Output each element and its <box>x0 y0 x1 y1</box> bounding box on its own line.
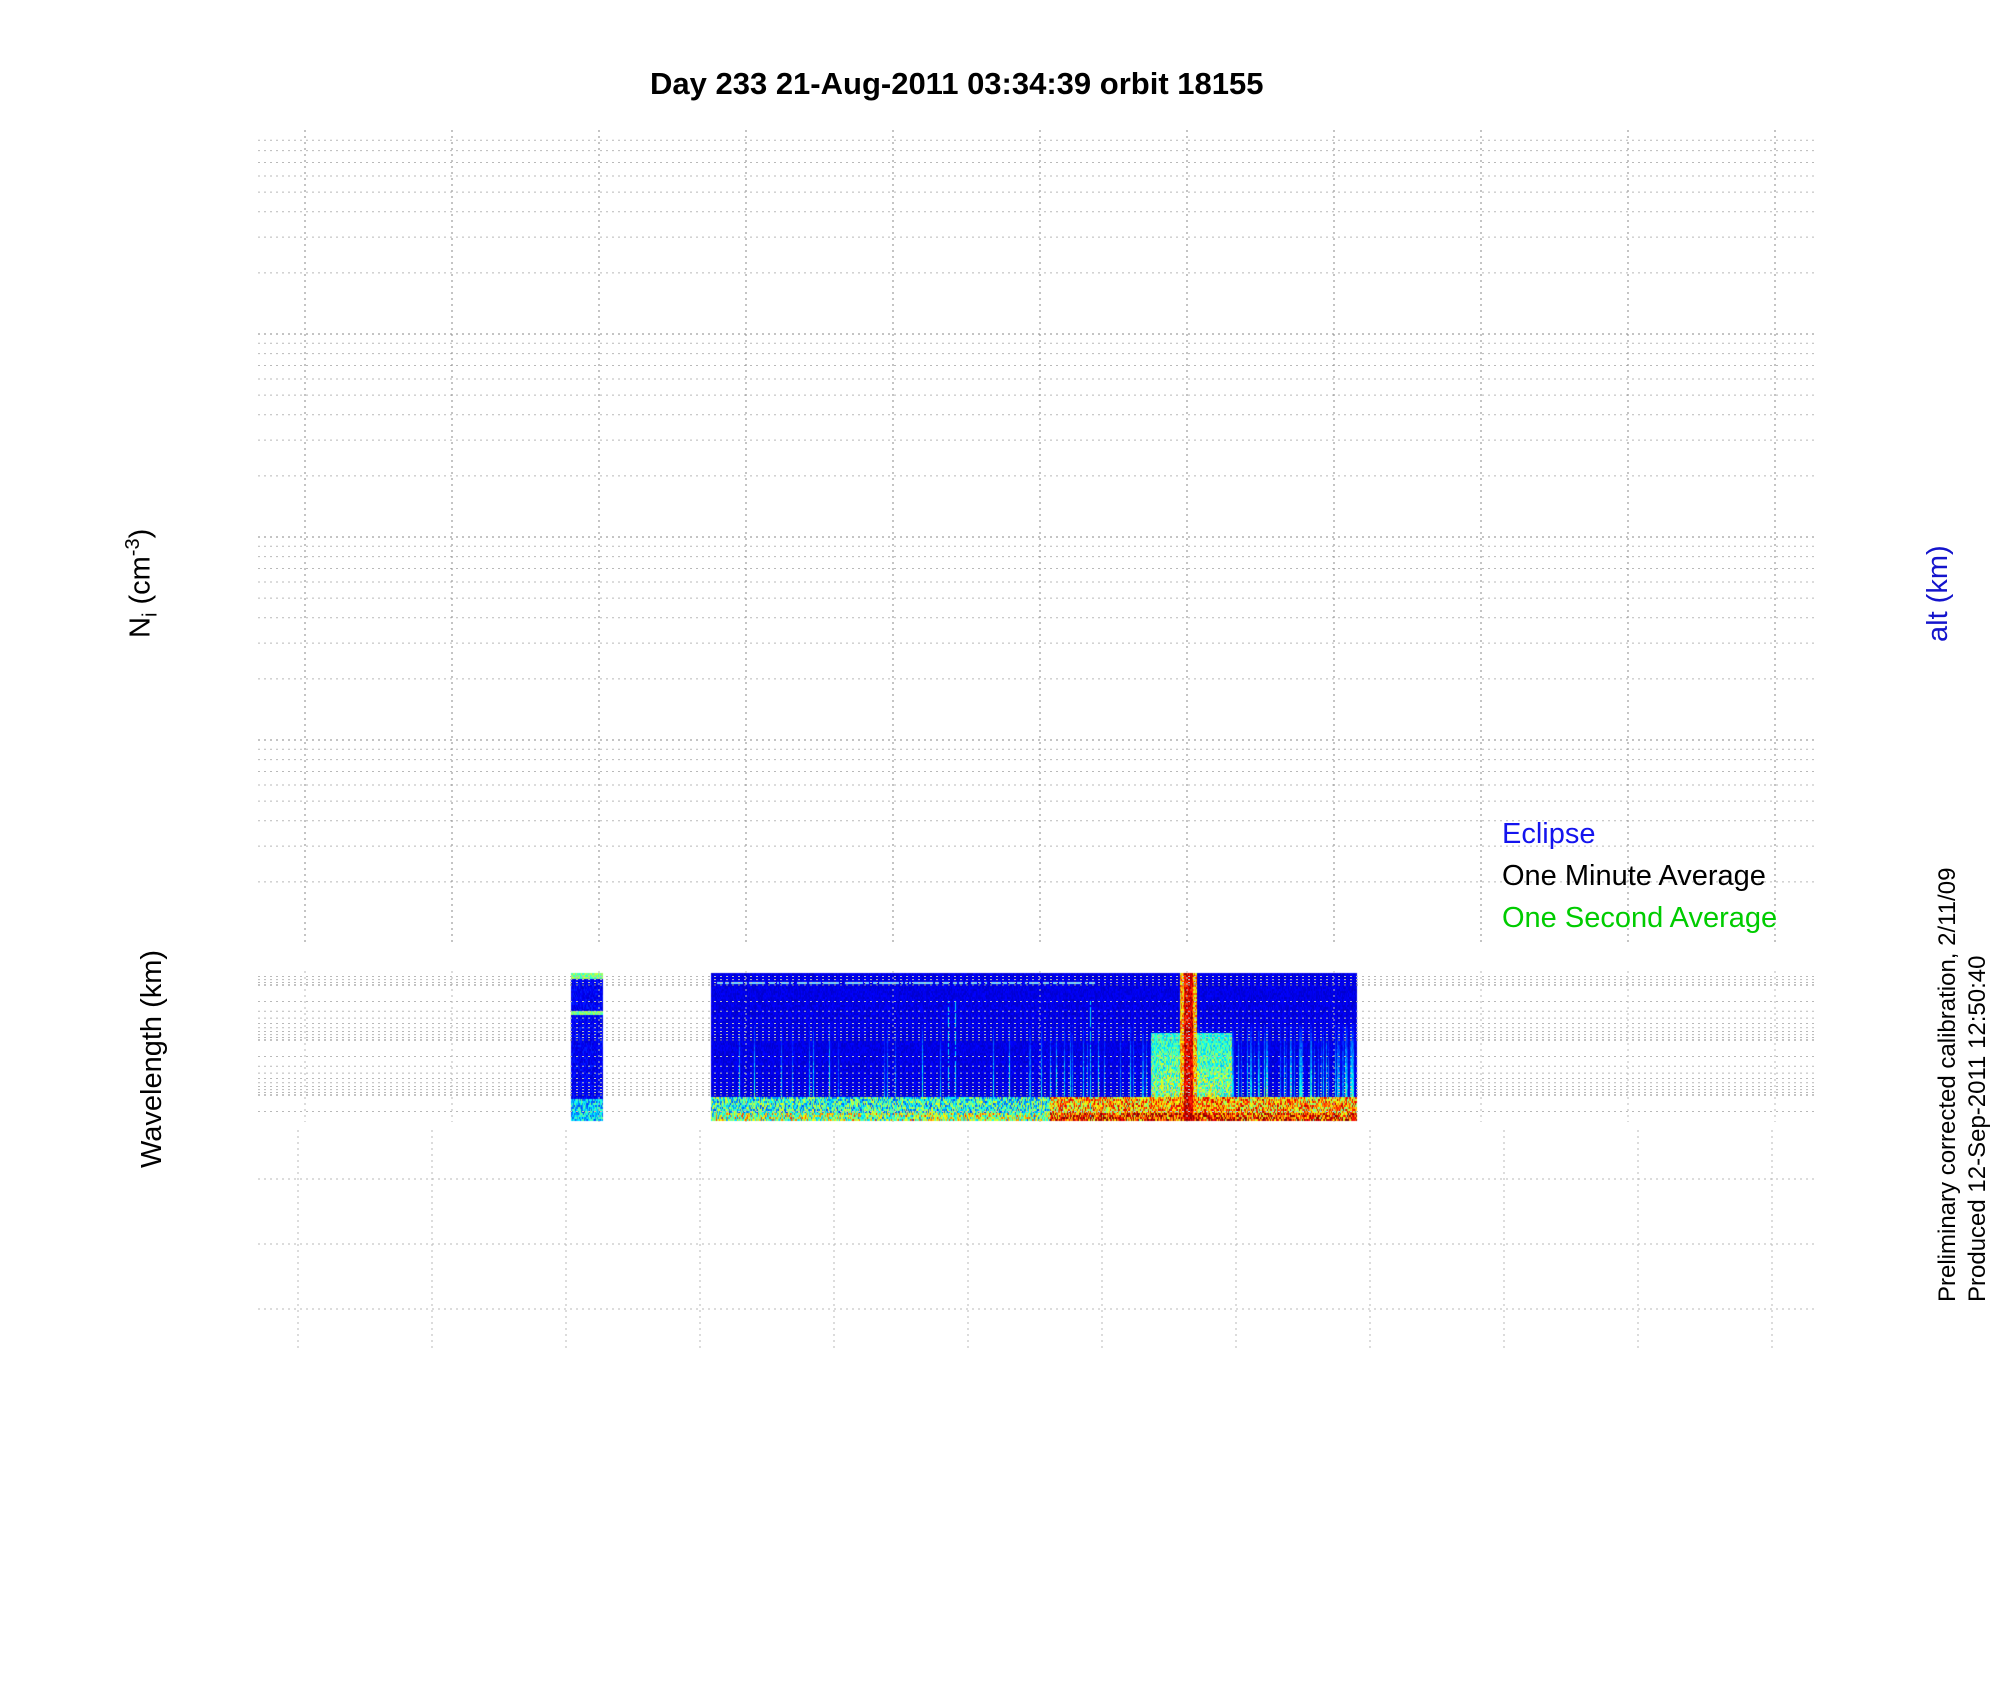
wavelength-axis-label: Wavelength (km) <box>136 949 168 1168</box>
figure-title: Day 233 21-Aug-2011 03:34:39 orbit 18155 <box>650 66 1264 101</box>
calibration-note: Preliminary corrected calibration, 2/11/… <box>1934 867 1961 1302</box>
legend-one-second-label: One Second Average <box>1502 902 1778 934</box>
produced-note: Produced 12-Sep-2011 12:50:40 <box>1964 955 1991 1303</box>
alt-axis-label: alt (km) <box>1922 545 1954 642</box>
legend-eclipse-label: Eclipse <box>1502 818 1596 850</box>
legend-one-minute-label: One Minute Average <box>1502 860 1766 892</box>
density-axis-label: Ni (cm-3) <box>122 528 162 638</box>
wavelength-spectrogram <box>258 971 1815 1122</box>
